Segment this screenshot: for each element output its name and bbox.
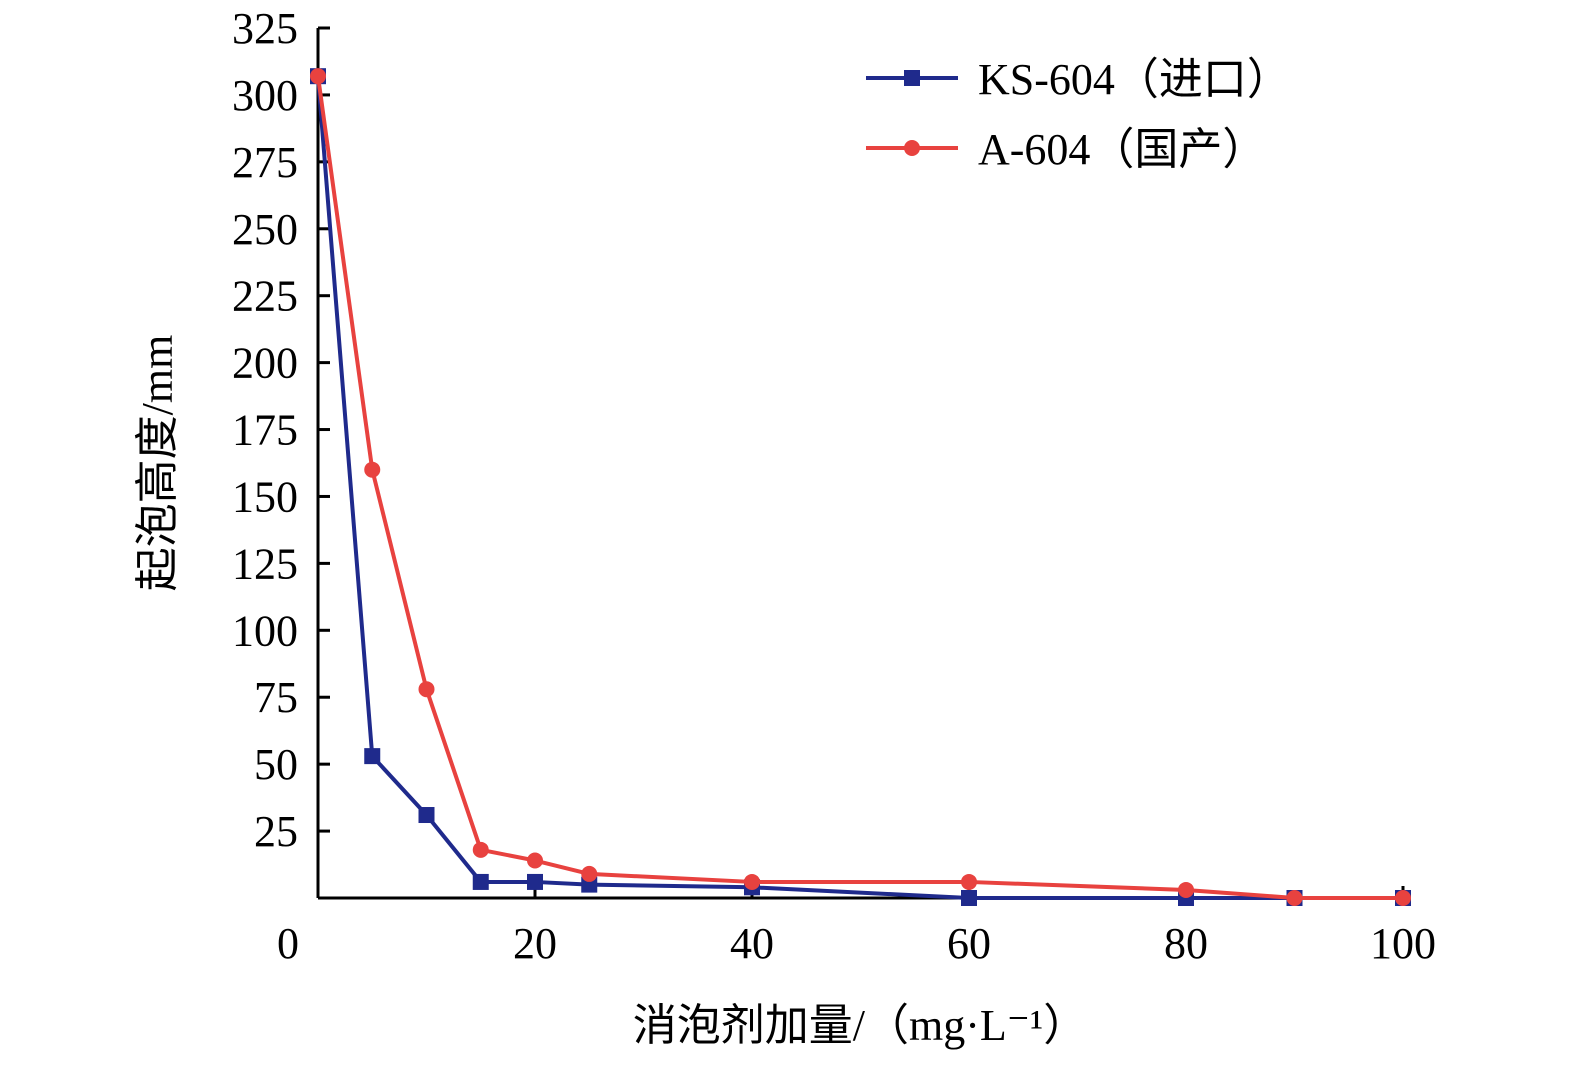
y-tick-label: 125 — [232, 539, 298, 588]
y-axis-title: 起泡高度/mm — [133, 335, 182, 592]
legend-label: A-604（国产） — [978, 125, 1266, 174]
legend-item: KS-604（进口） — [866, 55, 1291, 104]
x-tick-label: 100 — [1370, 919, 1436, 968]
series-1 — [310, 68, 1411, 906]
series-line — [316, 76, 1403, 900]
legend-marker — [904, 70, 920, 86]
data-point — [1178, 881, 1194, 898]
y-tick-label: 250 — [232, 205, 298, 254]
legend-label: KS-604（进口） — [978, 55, 1291, 104]
y-tick-label: 175 — [232, 406, 298, 455]
x-axis-title: 消泡剂加量/（mg·L⁻¹） — [633, 1001, 1087, 1050]
series-line — [316, 75, 1403, 900]
y-tick-label: 225 — [232, 272, 298, 321]
x-tick-label: 80 — [1164, 919, 1208, 968]
data-point — [364, 461, 381, 478]
legend-item: A-604（国产） — [866, 125, 1266, 174]
data-point — [310, 68, 326, 85]
data-point — [418, 681, 435, 698]
series-2 — [310, 68, 1411, 906]
y-tick-label: 100 — [232, 606, 298, 655]
y-tick-label: 25 — [254, 807, 298, 856]
y-tick-label: 325 — [232, 4, 298, 53]
series-layer — [310, 68, 1411, 906]
x-tick-label: 60 — [947, 919, 991, 968]
y-tick-label: 75 — [254, 673, 298, 722]
y-tick-label: 300 — [232, 71, 298, 120]
data-point — [418, 807, 435, 824]
data-point — [527, 873, 543, 890]
x-tick-label: 0 — [277, 919, 299, 968]
data-point — [961, 890, 977, 906]
legend-marker — [904, 140, 920, 156]
data-point — [1395, 890, 1411, 906]
y-tick-label: 200 — [232, 339, 298, 388]
y-tick-label: 275 — [232, 138, 298, 187]
data-point — [961, 873, 977, 890]
data-point — [527, 852, 543, 869]
data-point — [472, 873, 489, 890]
y-tick-label: 150 — [232, 472, 298, 521]
data-point — [744, 873, 760, 890]
legend: KS-604（进口） A-604（国产） — [866, 55, 1291, 174]
data-point — [581, 865, 598, 882]
data-point — [364, 748, 381, 765]
x-tick-label: 40 — [730, 919, 774, 968]
data-point — [472, 841, 489, 858]
axes: 25 50 75 100 125 150 175 200 225 250 275 300 325 0 20 4… — [232, 4, 1436, 968]
y-tick-label: 50 — [254, 740, 298, 789]
x-tick-label: 20 — [513, 919, 557, 968]
data-point — [1286, 890, 1303, 906]
